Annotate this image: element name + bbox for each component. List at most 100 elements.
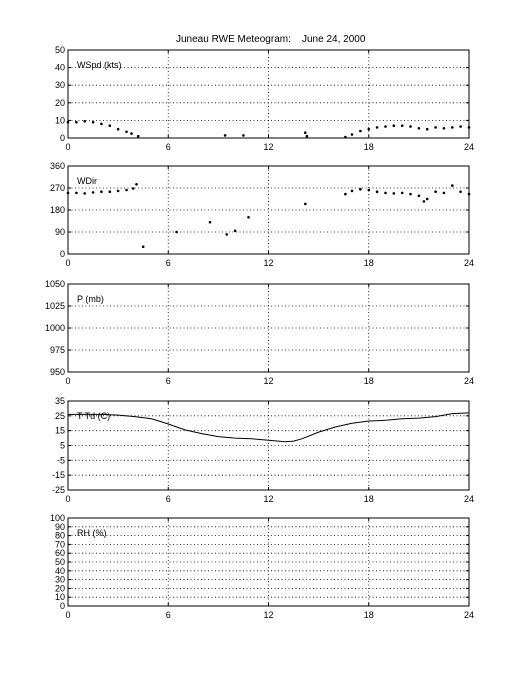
wdir-data-point (116, 189, 120, 193)
wspd-data-point (116, 127, 120, 131)
wdir-data-point (304, 202, 307, 206)
y-tick-label: 950 (50, 367, 65, 377)
y-tick-label: 70 (55, 539, 65, 549)
x-tick-label: 12 (263, 376, 273, 386)
wdir-data-point (91, 191, 95, 194)
figure-title-date: June 24, 2000 (302, 34, 366, 45)
y-tick-label: 1000 (45, 323, 65, 333)
x-tick-label: 24 (464, 376, 474, 386)
x-tick-label: 24 (464, 258, 474, 268)
y-tick-label: 40 (55, 566, 65, 576)
wspd-data-point (409, 125, 412, 128)
y-tick-label: 180 (50, 205, 65, 215)
wspd-data-point (417, 127, 421, 130)
wdir-data-point (208, 220, 212, 224)
wdir-data-point (467, 192, 471, 196)
wspd-data-point (350, 133, 354, 136)
panel-temp: 0 6 12 18 24 -25 -15 -5 5 15 25 35 T Td (C) (52, 396, 474, 504)
wdir-data-point (451, 184, 454, 187)
wspd-data-point (392, 124, 396, 127)
panel-pressure: 0 6 12 18 24 950 975 1000 1025 1050 P (mb) (45, 279, 474, 386)
y-tick-label: 270 (50, 183, 65, 193)
y-tick-label: 20 (55, 583, 65, 593)
wspd-data-point (83, 120, 86, 123)
y-tick-label: 20 (55, 98, 65, 108)
y-tick-label: 10 (55, 115, 65, 125)
x-tick-label: 0 (65, 494, 70, 504)
x-tick-label: 18 (364, 376, 374, 386)
wdir-data-point (367, 188, 371, 192)
wspd-data-point (442, 127, 446, 130)
y-tick-label: 40 (55, 63, 65, 73)
axes-box-wspd (67, 49, 470, 139)
x-tick-label: 24 (464, 494, 474, 504)
x-tick-label: 12 (263, 258, 273, 268)
x-tick-label: 6 (166, 376, 171, 386)
wdir-data-point (108, 190, 112, 193)
y-tick-label: 50 (55, 45, 65, 55)
wdir-data-point (66, 191, 70, 195)
wdir-data-point (425, 197, 429, 201)
panel-label-wdir: WDir (77, 176, 97, 186)
wspd-data-point (125, 130, 128, 134)
wspd-data-point (375, 126, 379, 129)
x-tick-label: 18 (364, 610, 374, 620)
wdir-data-point (131, 187, 135, 190)
panel-label-rh: RH (%) (77, 528, 107, 538)
x-tick-label: 24 (464, 610, 474, 620)
wspd-data-point (223, 134, 227, 137)
panel-label-wspd: WSpd (kts) (77, 60, 122, 70)
wdir-data-point (100, 190, 103, 193)
wdir-data-point (359, 187, 362, 191)
wdir-data-point (384, 191, 387, 195)
x-tick-label: 6 (166, 142, 171, 152)
y-tick-label: 10 (55, 592, 65, 602)
y-tick-label: 975 (50, 345, 65, 355)
wdir-data-point (125, 188, 128, 192)
wdir-data-point (459, 190, 462, 193)
y-tick-label: 30 (55, 575, 65, 585)
wspd-data-point (384, 125, 387, 128)
wdir-data-point (75, 191, 78, 195)
wspd-data-point (451, 126, 454, 129)
wspd-data-point (467, 126, 471, 129)
wspd-data-point (304, 131, 307, 134)
wspd-data-point (75, 120, 78, 124)
y-tick-label: 80 (55, 531, 65, 541)
wdir-data-point (83, 192, 86, 195)
panel-wdir: 0 6 12 18 24 0 90 180 270 360 WDir (50, 161, 474, 268)
wdir-data-point (175, 230, 178, 234)
wdir-data-point (400, 191, 404, 195)
x-tick-label: 12 (263, 494, 273, 504)
x-tick-label: 0 (65, 258, 70, 268)
wspd-data-point (305, 134, 309, 138)
wdir-data-point (434, 190, 437, 193)
temp-series-line (68, 412, 470, 443)
wdir-data-point (417, 194, 421, 198)
wspd-data-point (100, 122, 103, 126)
wdir-data-point (350, 189, 354, 193)
y-tick-label: 90 (55, 227, 65, 237)
y-tick-label: 0 (60, 601, 65, 611)
x-tick-label: 0 (65, 142, 70, 152)
y-tick-label: 25 (55, 411, 65, 421)
y-tick-label: -15 (52, 470, 65, 480)
wspd-data-point (400, 124, 404, 127)
panel-label-temp: T Td (C) (77, 411, 110, 421)
wdir-data-point (247, 216, 250, 219)
x-tick-label: 6 (166, 494, 171, 504)
y-tick-label: 1050 (45, 279, 65, 289)
wdir-data-point (225, 233, 228, 236)
wspd-data-point (242, 134, 245, 137)
x-tick-label: 18 (364, 142, 374, 152)
wdir-data-point (344, 192, 347, 196)
x-tick-label: 24 (464, 142, 474, 152)
y-tick-label: 0 (60, 133, 65, 143)
wspd-data-point (459, 125, 462, 128)
y-tick-label: -25 (52, 485, 65, 495)
y-tick-label: 30 (55, 80, 65, 90)
x-tick-label: 12 (263, 610, 273, 620)
panel-wspd: 0 6 12 18 24 0 10 20 30 40 50 WSpd (kts) (55, 45, 474, 152)
